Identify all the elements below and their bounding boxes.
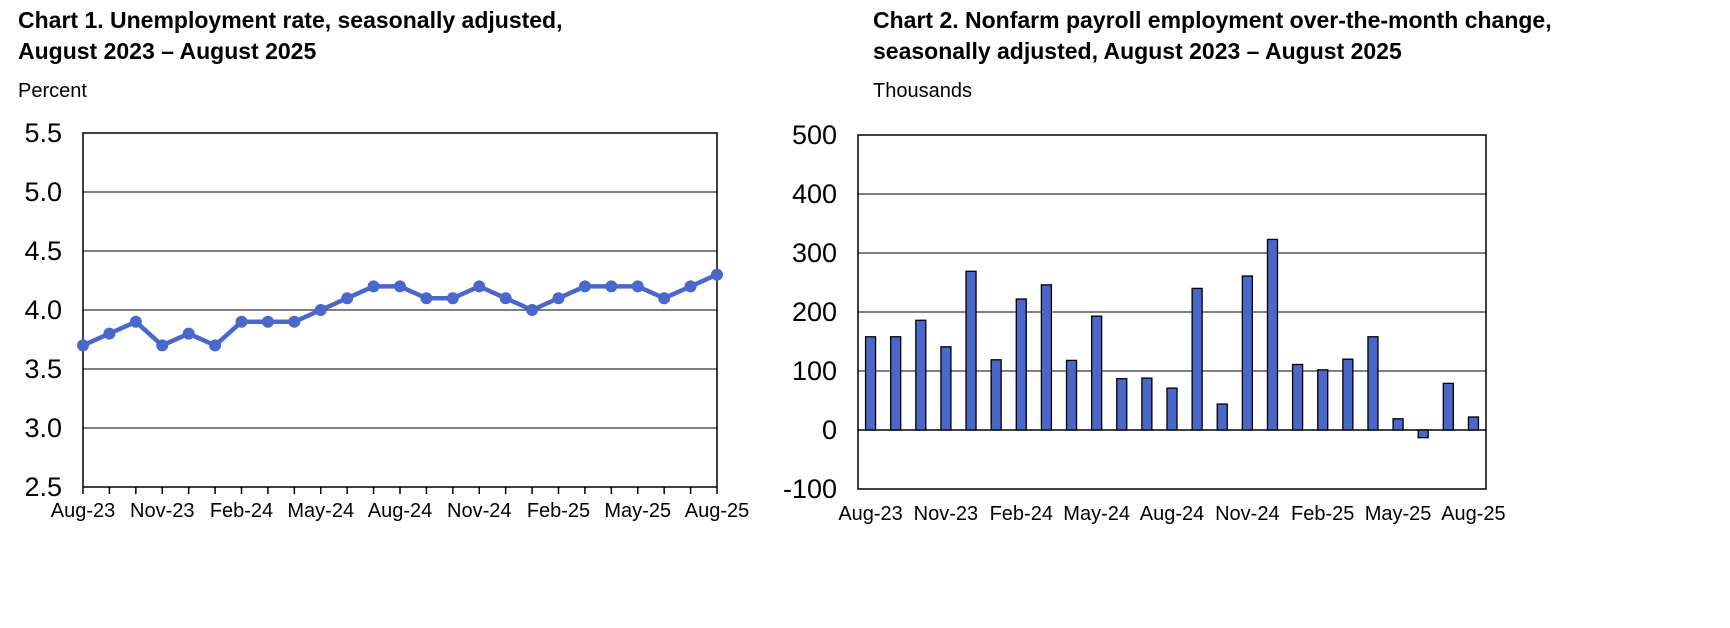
data-point-marker	[420, 292, 433, 305]
x-tick-label: May-25	[604, 500, 671, 522]
payroll-change-bar	[1417, 429, 1429, 439]
y-tick-label: 5.0	[24, 177, 62, 207]
data-point-marker	[77, 339, 89, 352]
data-point-marker	[367, 280, 380, 293]
data-point-marker	[288, 315, 301, 328]
x-tick-label: Nov-23	[130, 500, 194, 522]
payroll-change-bar	[1116, 378, 1128, 431]
y-tick-label: 4.0	[24, 295, 62, 325]
chart-unemployment-rate: Chart 1. Unemployment rate, seasonally a…	[0, 0, 850, 628]
plot-area-frame	[857, 134, 1487, 490]
data-point-marker	[156, 339, 169, 352]
x-tick-label: May-24	[287, 500, 354, 522]
data-point-marker	[314, 304, 327, 316]
data-point-marker	[711, 268, 723, 281]
payroll-change-bar	[1216, 403, 1228, 431]
x-tick-label: Feb-25	[527, 500, 590, 522]
x-tick-label: May-24	[1063, 503, 1130, 525]
data-point-marker	[473, 280, 486, 293]
y-tick-label: 500	[792, 120, 837, 150]
payroll-change-bar	[1317, 369, 1329, 431]
payroll-change-bar	[1040, 284, 1053, 431]
data-point-marker	[684, 280, 697, 293]
payroll-change-bar	[1442, 382, 1454, 431]
y-tick-label: -100	[783, 474, 837, 504]
data-point-marker	[394, 280, 406, 293]
y-tick-label: 200	[792, 297, 837, 327]
data-point-marker	[209, 339, 222, 352]
x-tick-label: Aug-23	[51, 500, 116, 522]
x-tick-label: Aug-25	[1441, 503, 1506, 525]
chart-title: Chart 1. Unemployment rate, seasonally a…	[18, 7, 563, 64]
payroll-change-bar	[1266, 238, 1279, 431]
payroll-change-bar	[1392, 418, 1404, 431]
payroll-change-bar	[1241, 275, 1254, 431]
y-tick-label: 400	[792, 179, 837, 209]
x-tick-label: Nov-24	[447, 500, 511, 522]
data-point-marker	[235, 315, 248, 328]
data-point-marker	[526, 304, 539, 316]
x-tick-label: Nov-24	[1215, 503, 1279, 525]
data-point-marker	[103, 327, 116, 340]
payroll-change-bar	[1342, 358, 1354, 431]
y-axis-unit-label: Percent	[18, 80, 87, 102]
payroll-change-bar	[1166, 387, 1178, 431]
payroll-change-bar	[1141, 377, 1153, 431]
data-point-marker	[261, 315, 274, 328]
y-tick-label: 0	[822, 415, 837, 445]
payroll-change-bar	[1065, 359, 1078, 431]
data-point-marker	[182, 327, 195, 340]
data-point-marker	[631, 280, 644, 293]
payroll-change-bar	[1467, 416, 1480, 431]
data-point-marker	[129, 315, 142, 328]
x-tick-label: Feb-25	[1291, 503, 1354, 525]
x-tick-label: Aug-23	[838, 503, 903, 525]
payroll-change-bar	[1015, 298, 1027, 431]
payroll-change-bar	[965, 270, 977, 431]
y-tick-label: 3.0	[24, 413, 62, 443]
x-tick-label: Nov-23	[914, 503, 978, 525]
data-point-marker	[446, 292, 459, 305]
payroll-change-bar	[864, 336, 877, 431]
data-point-marker	[552, 292, 565, 305]
payroll-change-bar	[990, 359, 1002, 431]
payroll-change-bar	[1291, 363, 1304, 431]
data-point-marker	[605, 280, 618, 293]
data-point-marker	[499, 292, 512, 305]
x-tick-label: Feb-24	[990, 503, 1053, 525]
payroll-change-bar	[1191, 287, 1203, 431]
y-tick-label: 4.5	[24, 236, 62, 266]
data-point-marker	[578, 280, 591, 293]
x-tick-label: Aug-24	[1140, 503, 1205, 525]
chart-nonfarm-payroll: Chart 2. Nonfarm payroll employment over…	[783, 0, 1730, 628]
y-tick-label: 3.5	[24, 354, 62, 384]
y-tick-label: 5.5	[24, 118, 62, 148]
x-tick-label: Aug-24	[368, 500, 433, 522]
y-axis-unit-label: Thousands	[873, 80, 972, 102]
payroll-change-bar	[890, 336, 902, 431]
y-tick-label: 2.5	[24, 472, 62, 502]
data-point-marker	[658, 292, 671, 305]
payroll-change-bar	[915, 319, 927, 431]
chart-title: Chart 2. Nonfarm payroll employment over…	[873, 7, 1552, 64]
x-tick-label: Feb-24	[210, 500, 273, 522]
payroll-change-bar	[1090, 315, 1103, 431]
x-tick-label: May-25	[1365, 503, 1432, 525]
data-point-marker	[341, 292, 354, 305]
y-tick-label: 300	[792, 238, 837, 268]
x-tick-label: Aug-25	[685, 500, 750, 522]
payroll-change-bar	[940, 346, 952, 431]
payroll-change-bar	[1367, 336, 1379, 431]
y-tick-label: 100	[792, 356, 837, 386]
